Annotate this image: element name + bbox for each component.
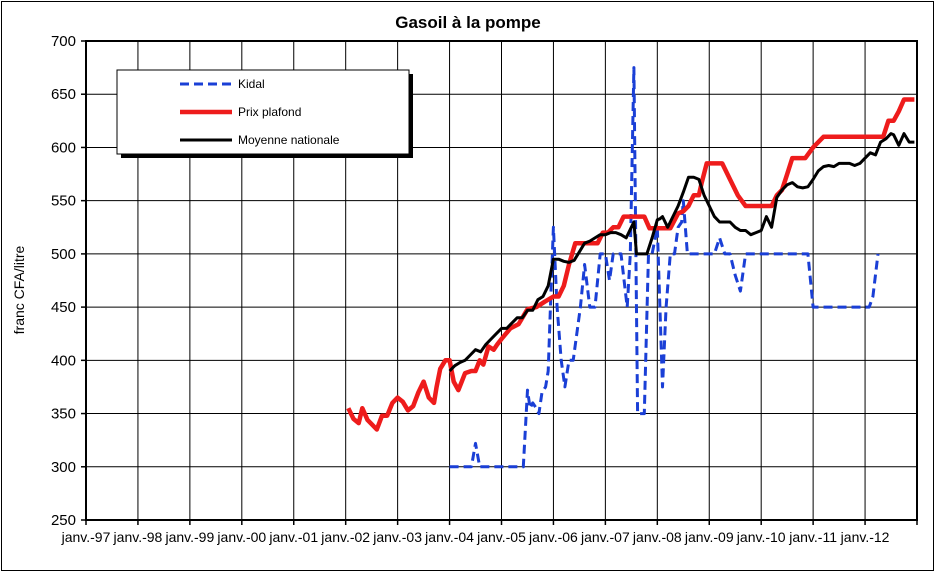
y-tick-label: 300 [51, 459, 76, 476]
x-tick-label: janv.-12 [840, 529, 890, 545]
y-tick-label: 250 [51, 512, 76, 529]
x-tick-label: janv.-11 [788, 529, 837, 545]
y-tick-label: 650 [51, 86, 76, 103]
x-tick-label: janv.-99 [164, 529, 214, 545]
y-tick-label: 450 [51, 299, 76, 316]
x-tick-label: janv.-07 [580, 529, 630, 545]
series-line-moyenne-nationale [448, 132, 915, 373]
x-tick-label: janv.-10 [736, 529, 786, 545]
y-tick-label: 500 [51, 246, 76, 263]
y-tick-label: 350 [51, 406, 76, 423]
y-tick-label: 550 [51, 193, 76, 210]
x-tick-label: janv.-06 [528, 529, 578, 545]
x-tick-label: janv.-02 [320, 529, 370, 545]
series-line-kidal [449, 66, 880, 469]
x-tick-label: janv.-04 [424, 529, 474, 545]
chart-title: Gasoil à la pompe [395, 13, 541, 32]
y-axis-label: franc CFA/litre [11, 245, 27, 334]
y-tick-label: 400 [51, 352, 76, 369]
x-tick-label: janv.-05 [476, 529, 526, 545]
series-line-prix-plafond [346, 97, 915, 432]
x-tick-label: janv.-03 [372, 529, 422, 545]
series-lines [346, 66, 915, 469]
x-tick-label: janv.-97 [61, 529, 111, 545]
y-tick-label: 700 [51, 33, 76, 50]
legend-box [116, 69, 410, 155]
legend: Kidal Prix plafond Moyenne nationale [116, 69, 413, 158]
x-tick-label: janv.-98 [113, 529, 163, 545]
x-tick-label: janv.-09 [684, 529, 734, 545]
x-tick-label: janv.-08 [632, 529, 682, 545]
legend-label: Moyenne nationale [238, 133, 340, 147]
legend-label: Prix plafond [238, 105, 301, 119]
x-tick-label: janv.-00 [216, 529, 266, 545]
x-tick-label: janv.-01 [268, 529, 318, 545]
legend-label: Kidal [238, 77, 265, 91]
y-tick-label: 600 [51, 139, 76, 156]
